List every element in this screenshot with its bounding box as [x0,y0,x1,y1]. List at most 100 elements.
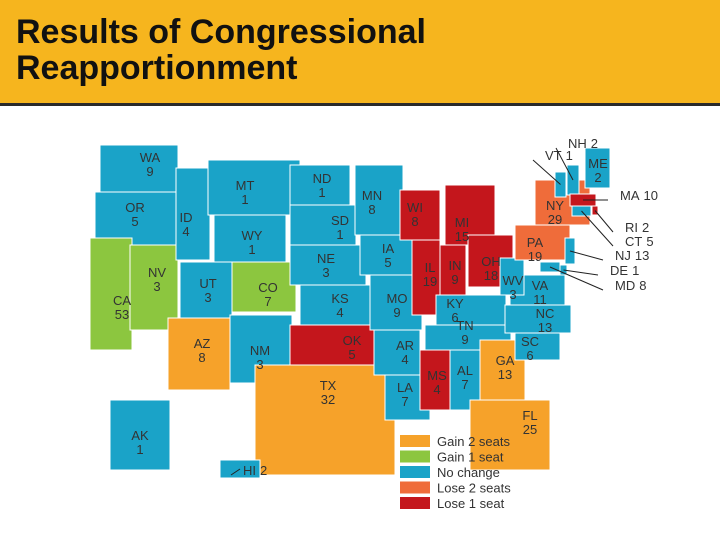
legend-label: Lose 2 seats [437,481,511,496]
state-label: AR 4 [396,338,414,367]
state-abbr: NC [536,306,555,321]
state-label: HI 2 [243,463,267,478]
state-seats: 29 [548,212,562,227]
leader-line [563,269,599,276]
state-label: NC 13 [536,306,555,335]
state-seats: 3 [153,279,160,294]
state-abbr: OH [481,254,501,269]
legend-swatch [400,497,430,509]
state-seats: 13 [498,367,512,382]
state-label: MI 15 [455,215,469,244]
state-seats: 1 [566,148,573,163]
state-label: TX 32 [320,378,337,407]
state-seats: 1 [336,227,343,242]
title-line: Reapportionment [16,49,298,87]
state-seats: 5 [348,347,355,362]
state-abbr: SD [331,213,349,228]
state [354,164,404,236]
state-label: RI 2 [625,220,649,235]
state-label: MS 4 [427,368,447,397]
leader-line [555,147,574,181]
state [109,399,171,471]
state-abbr: WI [407,200,423,215]
state-seats: 9 [393,305,400,320]
state [289,164,351,206]
state-abbr: WV [503,273,524,288]
legend-swatch [400,435,430,447]
title: Results of Congressional Reapportionment [16,14,426,86]
state [207,159,301,216]
state-seats: 2 [591,136,598,151]
state-abbr: DE [610,263,628,278]
state-abbr: CT [625,234,642,249]
state [584,147,611,189]
leader-line [532,159,561,185]
legend-label: Gain 2 seats [437,434,510,449]
state-seats: 18 [484,268,498,283]
state-seats: 25 [523,422,537,437]
state-label: KS 4 [331,291,349,320]
state-label: IL 19 [423,260,437,289]
state-seats: 2 [594,170,601,185]
state-label: WI 8 [407,200,423,229]
legend-swatch [400,481,430,494]
state-seats: 8 [368,202,375,217]
state [254,364,396,476]
state-seats: 13 [635,248,649,263]
state-label: WV 3 [503,273,524,302]
state-seats: 4 [336,305,343,320]
state-seats: 9 [451,272,458,287]
state-seats: 2 [260,463,267,478]
state-seats: 8 [411,214,418,229]
state-abbr: AZ [194,336,211,351]
state-abbr: NY [546,198,564,213]
state-abbr: HI [243,463,256,478]
leader-line [581,210,614,247]
state-seats: 11 [533,292,547,307]
state [373,329,421,376]
state-abbr: NM [250,343,270,358]
state-label: CA 53 [113,293,131,322]
state [399,189,441,241]
state-seats: 10 [644,188,658,203]
state-abbr: MI [455,215,469,230]
state-label: NJ 13 [615,248,649,263]
state-seats: 4 [401,352,408,367]
state-label: NE 3 [317,251,335,280]
legend-label: Lose 1 seat [437,496,505,511]
state-abbr: OK [343,333,362,348]
state [411,239,441,316]
state-seats: 9 [461,332,468,347]
state-abbr: VA [532,278,549,293]
state-seats: 8 [198,350,205,365]
state-label: OH 18 [481,254,501,283]
state-abbr: LA [397,380,413,395]
state [129,244,179,331]
state-label: NV 3 [148,265,166,294]
state-seats: 19 [423,274,437,289]
state-abbr: TN [456,318,473,333]
state-seats: 3 [322,265,329,280]
state-label: GA 13 [496,353,515,382]
state-abbr: ND [313,171,332,186]
legend-swatch [400,450,430,463]
state-seats: 32 [321,392,335,407]
state [179,261,233,319]
state-seats: 7 [264,294,271,309]
state-abbr: IA [382,241,395,256]
legend-swatch [400,466,430,478]
state-abbr: FL [522,408,537,423]
state-abbr: ME [588,156,608,171]
state-abbr: AR [396,338,414,353]
state [514,329,561,361]
state-seats: 1 [248,242,255,257]
state-abbr: MO [387,291,408,306]
state-label: OK 5 [343,333,362,362]
state-seats: 7 [461,377,468,392]
state-label: MN 8 [362,188,382,217]
header: Results of Congressional Reapportionment [0,0,720,106]
state-label: PA 19 [527,235,544,264]
state-seats: 3 [204,290,211,305]
